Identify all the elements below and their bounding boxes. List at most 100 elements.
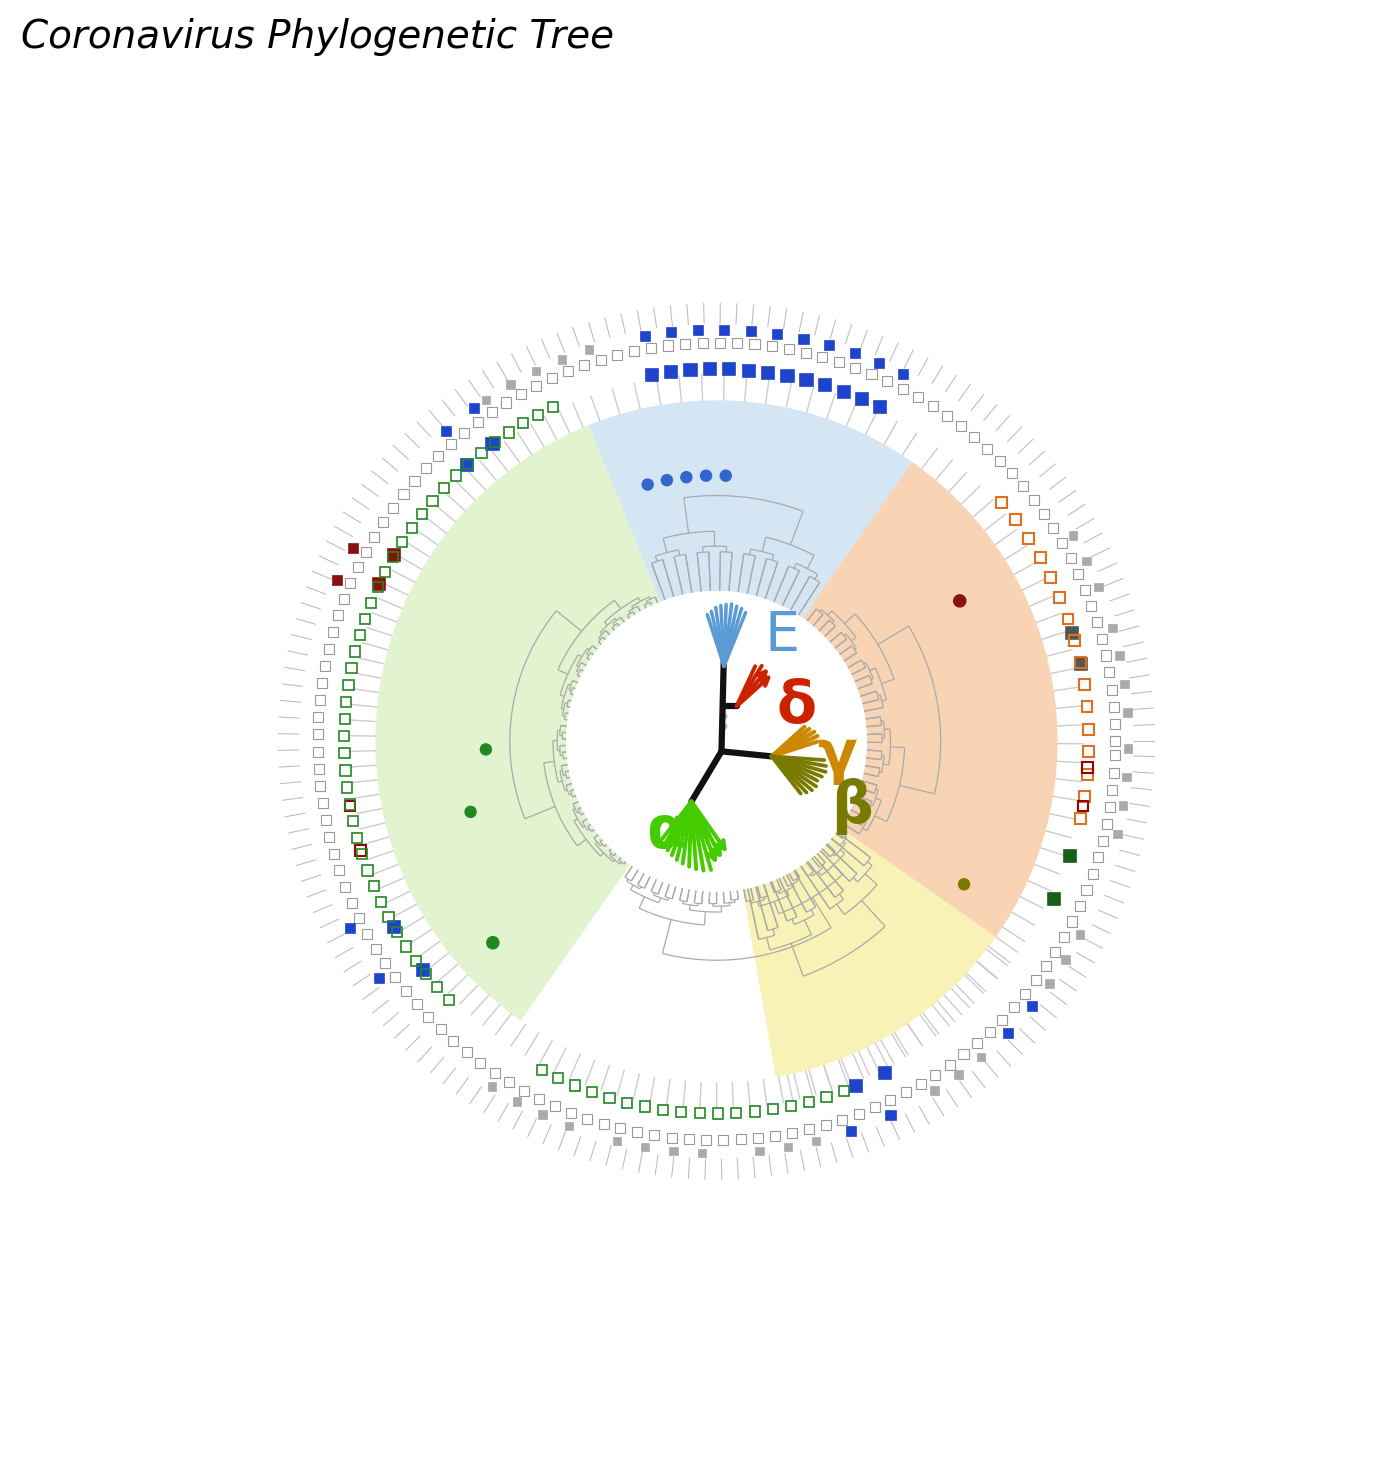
Bar	[566, 1108, 576, 1117]
Bar	[1102, 819, 1111, 829]
Bar	[663, 341, 674, 351]
Bar	[354, 913, 363, 923]
Bar	[1060, 932, 1069, 942]
Bar	[1064, 850, 1076, 862]
Bar	[333, 611, 343, 621]
Bar	[1083, 724, 1093, 734]
Bar	[839, 1086, 849, 1097]
Bar	[801, 374, 812, 386]
Bar	[1107, 684, 1117, 694]
Bar	[665, 366, 677, 377]
Bar	[1047, 893, 1060, 904]
Text: E: E	[765, 609, 800, 664]
Bar	[1120, 680, 1128, 688]
Circle shape	[720, 713, 727, 719]
Text: β: β	[830, 778, 872, 835]
Bar	[667, 1132, 677, 1142]
Bar	[928, 401, 938, 411]
Bar	[407, 523, 417, 533]
Bar	[503, 427, 514, 437]
Bar	[684, 1135, 693, 1144]
Bar	[519, 1086, 528, 1095]
Bar	[1067, 627, 1078, 639]
Bar	[1123, 709, 1131, 716]
Bar	[487, 407, 496, 417]
Circle shape	[566, 590, 867, 893]
Bar	[913, 392, 923, 402]
Bar	[340, 765, 351, 775]
Bar	[340, 749, 350, 759]
Text: δ: δ	[777, 678, 816, 734]
Bar	[1107, 785, 1117, 794]
Bar	[534, 1094, 544, 1104]
Bar	[1118, 802, 1127, 810]
Bar	[874, 358, 885, 368]
Bar	[548, 402, 558, 413]
Bar	[713, 1108, 723, 1119]
Bar	[558, 355, 566, 364]
Bar	[1082, 702, 1092, 712]
Bar	[343, 782, 352, 793]
Bar	[344, 923, 355, 934]
Bar	[1057, 537, 1068, 548]
Bar	[698, 338, 707, 348]
Bar	[334, 866, 344, 875]
Bar	[931, 1070, 941, 1079]
Circle shape	[700, 470, 712, 482]
Bar	[1023, 533, 1033, 543]
Bar	[450, 470, 461, 480]
Bar	[373, 581, 383, 592]
Bar	[1079, 791, 1090, 802]
Bar	[649, 1130, 660, 1141]
Bar	[516, 389, 526, 399]
Bar	[681, 339, 691, 349]
Bar	[401, 941, 411, 951]
Bar	[1104, 668, 1114, 678]
Bar	[693, 324, 703, 335]
Bar	[1078, 800, 1089, 812]
Bar	[1074, 568, 1083, 578]
Bar	[323, 643, 334, 653]
Bar	[646, 368, 658, 380]
Bar	[554, 1073, 563, 1083]
Bar	[473, 417, 482, 427]
Bar	[854, 1108, 864, 1119]
Bar	[355, 630, 365, 640]
Bar	[959, 1050, 969, 1060]
Bar	[749, 339, 759, 349]
Bar	[766, 342, 777, 351]
Bar	[313, 763, 324, 774]
Bar	[640, 330, 650, 341]
Bar	[389, 552, 398, 562]
Bar	[723, 364, 735, 376]
Bar	[362, 929, 372, 938]
Bar	[1030, 975, 1040, 985]
Bar	[874, 401, 886, 413]
Bar	[350, 646, 361, 656]
Bar	[819, 379, 832, 392]
Bar	[329, 627, 338, 637]
Bar	[632, 1127, 642, 1138]
Bar	[433, 451, 443, 461]
Circle shape	[487, 937, 499, 948]
Bar	[1067, 916, 1078, 926]
Bar	[1002, 1028, 1012, 1038]
Bar	[1081, 584, 1090, 595]
Bar	[439, 483, 449, 493]
Bar	[870, 1102, 879, 1113]
Bar	[1075, 901, 1085, 912]
Bar	[742, 364, 755, 377]
Bar	[432, 982, 442, 992]
Bar	[1046, 979, 1054, 988]
Bar	[1095, 583, 1103, 592]
Bar	[417, 964, 429, 976]
Bar	[846, 1126, 856, 1136]
Bar	[640, 1101, 650, 1111]
Bar	[835, 357, 844, 367]
Bar	[1086, 600, 1096, 611]
Bar	[459, 427, 470, 437]
Bar	[762, 367, 774, 379]
Bar	[596, 355, 605, 366]
Bar	[705, 363, 716, 376]
Bar	[784, 1142, 793, 1151]
